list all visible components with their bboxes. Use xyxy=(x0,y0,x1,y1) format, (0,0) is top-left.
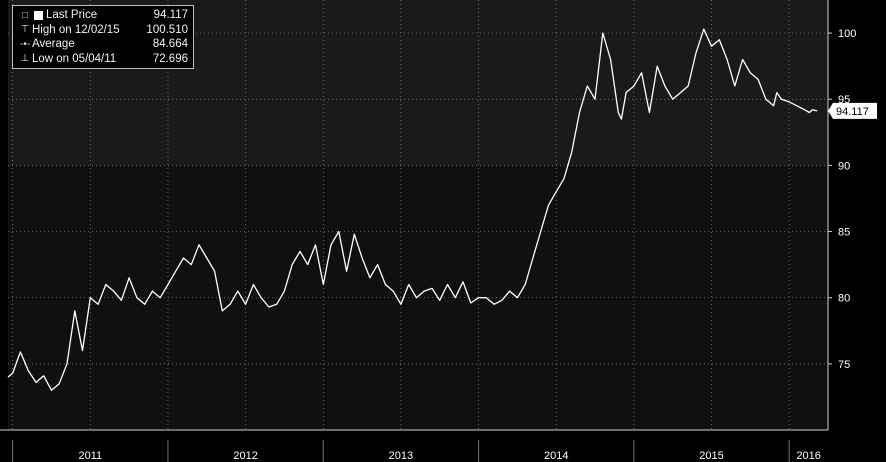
x-axis: 2011 2012 2013 2014 2015 2016 xyxy=(0,429,886,462)
legend-item-high: ⊤ High on 12/02/15 100.510 xyxy=(18,23,188,38)
legend-value: 84.664 xyxy=(152,38,188,51)
low-marker-icon: ⊥ xyxy=(20,53,30,65)
y-tick-label: 100 xyxy=(838,28,856,40)
legend-value: 94.117 xyxy=(153,9,188,22)
legend-toggle-icon: □ xyxy=(21,9,29,21)
legend-label: Low on 05/04/11 xyxy=(32,52,117,65)
legend-label: Average xyxy=(32,38,75,51)
last-price-swatch-icon xyxy=(34,10,43,20)
price-line-series xyxy=(7,28,818,391)
legend-label: Last Price xyxy=(46,9,98,22)
legend-value: 72.696 xyxy=(152,52,188,65)
y-tick-label: 75 xyxy=(838,359,850,371)
legend-item-last-price: □ Last Price 94.117 xyxy=(18,8,188,23)
legend-value: 100.510 xyxy=(146,23,188,36)
last-price-tag-box xyxy=(828,102,877,119)
legend-box: □ Last Price 94.117 ⊤ High on 12/02/15 1… xyxy=(12,5,194,69)
x-tick-label: 2013 xyxy=(389,450,413,462)
x-tick-label: 2015 xyxy=(699,450,723,462)
y-tick-label: 85 xyxy=(838,227,850,239)
legend-item-average: -•- Average 84.664 xyxy=(18,37,188,52)
legend-label: High on 12/02/15 xyxy=(32,23,120,36)
x-tick-label: 2012 xyxy=(233,450,257,462)
x-tick-label: 2011 xyxy=(78,450,102,462)
last-price-tag: 94.117 xyxy=(828,102,877,119)
y-tick-label: 80 xyxy=(838,293,850,305)
y-tick-label: 90 xyxy=(838,160,850,172)
last-price-tag-label: 94.117 xyxy=(836,106,869,118)
high-marker-icon: ⊤ xyxy=(20,24,30,36)
x-tick-label: 2016 xyxy=(796,450,820,462)
average-marker-icon: -•- xyxy=(19,38,31,50)
price-line xyxy=(7,28,818,391)
x-tick-label: 2014 xyxy=(544,450,568,462)
x-axis-band xyxy=(0,430,886,462)
plot-background xyxy=(8,0,828,430)
legend-item-low: ⊥ Low on 05/04/11 72.696 xyxy=(18,52,188,67)
